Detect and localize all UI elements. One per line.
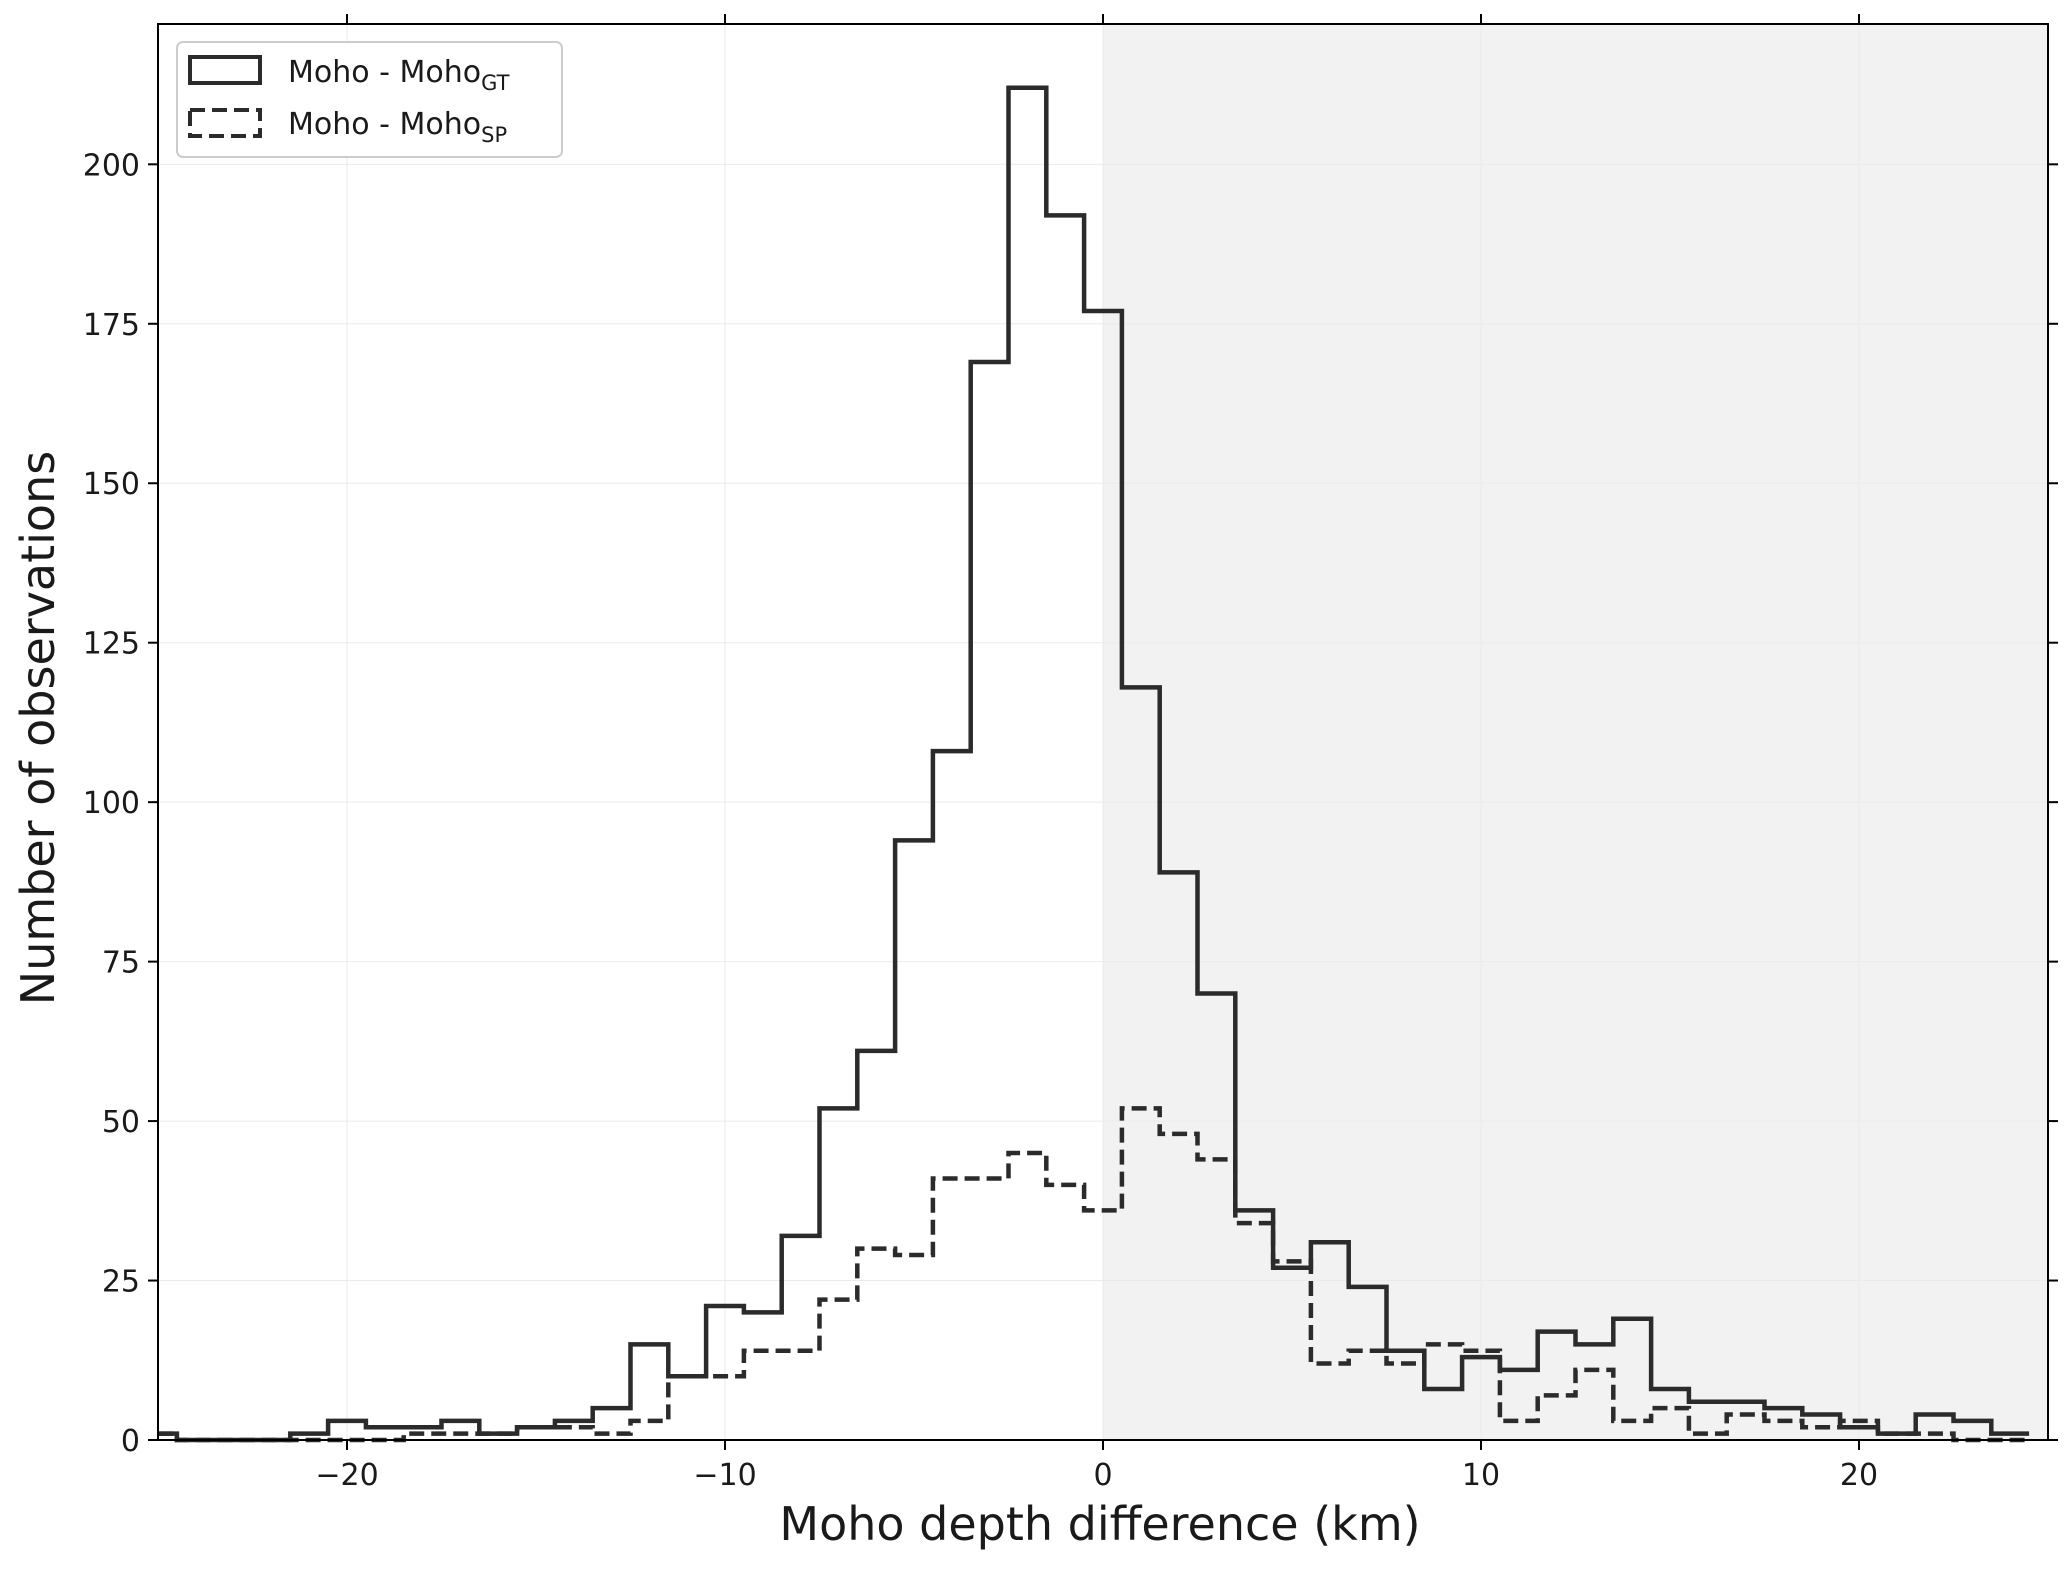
y-tick-label: 100 [83,786,140,821]
x-tick-label: 20 [1840,1458,1878,1493]
x-tick-label: 10 [1462,1458,1500,1493]
y-tick-label: 175 [83,308,140,343]
grid-layer [158,24,2048,1441]
y-axis-label: Number of observations [11,451,65,1005]
x-tick-label: 0 [1093,1458,1112,1493]
x-tick-label: −20 [315,1458,378,1493]
legend-label-solid: Moho - MohoGT [288,55,510,95]
legend-label-dashed-main: Moho - Moho [288,107,481,142]
y-tick-label: 150 [83,467,140,502]
legend-label-solid-main: Moho - Moho [288,55,481,90]
y-tick-label: 125 [83,627,140,662]
y-tick-label: 50 [102,1105,140,1140]
x-tick-label: −10 [693,1458,756,1493]
legend: Moho - MohoGT Moho - MohoSP [176,41,563,158]
shaded-region [1103,24,2048,1440]
legend-swatch-solid [188,55,262,85]
shaded-region-layer [1103,24,2048,1440]
y-tick-label: 25 [102,1265,140,1300]
legend-box [176,41,563,158]
series-line-sp [158,1106,2030,1443]
series-layer [158,85,2030,1443]
y-tick-label: 0 [121,1424,140,1459]
legend-label-dashed: Moho - MohoSP [288,107,507,147]
legend-swatch-dashed [188,108,262,138]
y-tick-label: 75 [102,946,140,981]
y-tick-label: 200 [83,148,140,183]
x-axis-label: Moho depth difference (km) [779,1497,1420,1551]
legend-label-dashed-subscript: SP [481,123,507,147]
legend-label-solid-subscript: GT [481,71,510,95]
